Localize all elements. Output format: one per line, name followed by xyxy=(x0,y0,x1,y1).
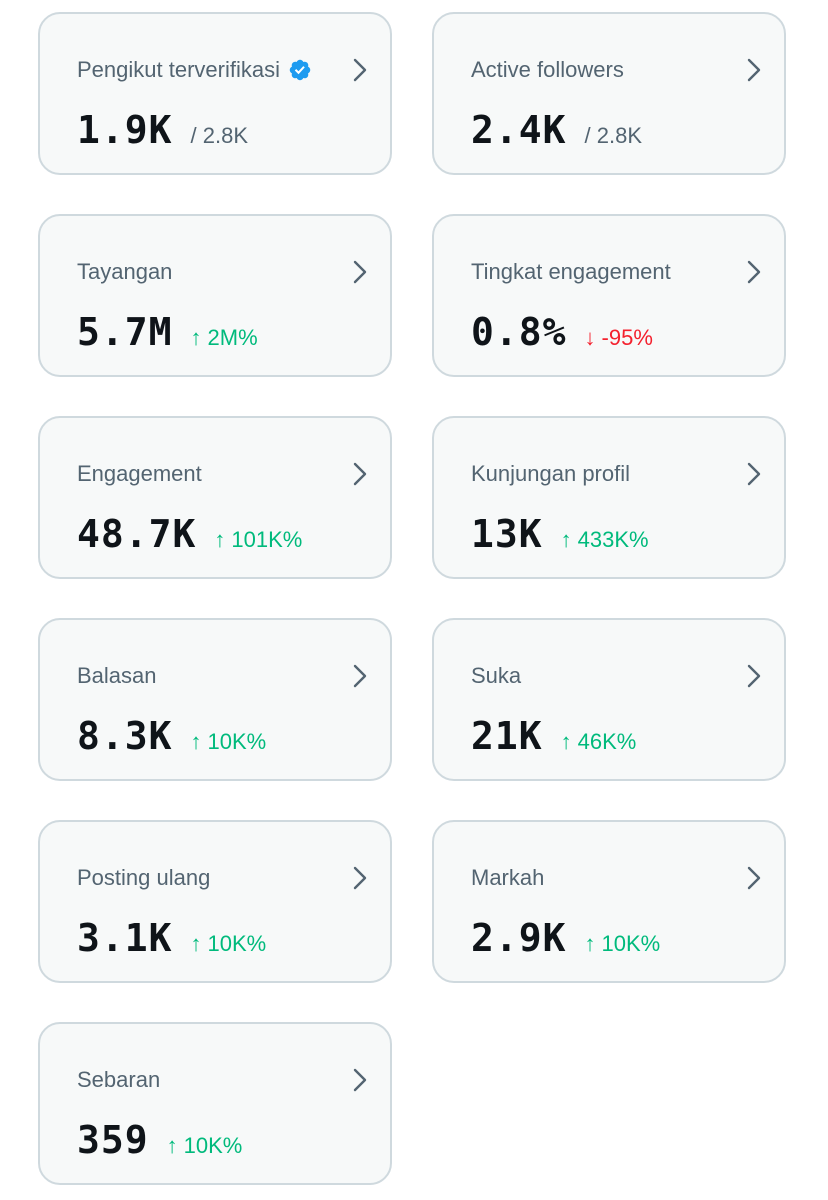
card-label-wrapper: Tayangan xyxy=(77,258,172,286)
chevron-right-icon xyxy=(353,260,367,284)
metric-value: 13K xyxy=(471,512,543,556)
chevron-right-icon xyxy=(353,462,367,486)
card-label: Tayangan xyxy=(77,259,173,284)
chevron-right-icon xyxy=(747,866,761,890)
value-row: 2.9K ↑ 10K% xyxy=(471,916,660,960)
delta-value: 433K% xyxy=(577,527,649,552)
value-row: 359 ↑ 10K% xyxy=(77,1118,242,1162)
card-sebaran[interactable]: Sebaran 359 ↑ 10K% xyxy=(38,1022,392,1185)
arrow-up-icon: ↑ xyxy=(560,729,572,754)
card-label-wrapper: Suka xyxy=(471,662,521,690)
metric-value: 0.8% xyxy=(471,310,567,354)
card-label-wrapper: Markah xyxy=(471,864,544,892)
chevron-right-icon xyxy=(353,866,367,890)
value-row: 13K ↑ 433K% xyxy=(471,512,649,556)
delta-value: 101K% xyxy=(231,527,303,552)
card-tayangan[interactable]: Tayangan 5.7M ↑ 2M% xyxy=(38,214,392,377)
chevron-right-icon xyxy=(747,260,761,284)
chevron-right-icon xyxy=(353,1068,367,1092)
value-row: 0.8% ↓ -95% xyxy=(471,310,653,354)
card-label: Suka xyxy=(471,663,522,688)
metric-value: 359 xyxy=(77,1118,149,1162)
analytics-card-grid: Pengikut terverifikasi 1.9K / 2.8K Activ… xyxy=(38,12,786,1185)
card-markah[interactable]: Markah 2.9K ↑ 10K% xyxy=(432,820,786,983)
metric-value: 5.7M xyxy=(77,310,173,354)
card-label-wrapper: Engagement xyxy=(77,460,202,488)
metric-value: 48.7K xyxy=(77,512,197,556)
delta-value: 10K% xyxy=(207,729,267,754)
delta-value: 10K% xyxy=(207,931,267,956)
value-row: 3.1K ↑ 10K% xyxy=(77,916,266,960)
metric-delta: ↑ 433K% xyxy=(561,527,649,553)
chevron-right-icon xyxy=(353,664,367,688)
chevron-right-icon xyxy=(353,58,367,82)
metric-delta: ↓ -95% xyxy=(585,325,653,351)
delta-value: -95% xyxy=(601,325,653,350)
arrow-up-icon: ↑ xyxy=(166,1133,178,1158)
arrow-up-icon: ↑ xyxy=(190,325,202,350)
metric-value: 2.9K xyxy=(471,916,567,960)
card-label: Markah xyxy=(471,865,545,890)
metric-value: 21K xyxy=(471,714,543,758)
arrow-up-icon: ↑ xyxy=(190,931,202,956)
metric-value: 2.4K xyxy=(471,108,567,152)
card-label: Sebaran xyxy=(77,1067,161,1092)
metric-total: / 2.8K xyxy=(584,123,642,148)
card-label-wrapper: Pengikut terverifikasi xyxy=(77,56,312,84)
card-label: Posting ulang xyxy=(77,865,211,890)
card-label-wrapper: Posting ulang xyxy=(77,864,210,892)
value-row: 1.9K / 2.8K xyxy=(77,108,248,152)
card-label: Engagement xyxy=(77,461,202,486)
chevron-right-icon xyxy=(747,664,761,688)
card-label-wrapper: Active followers xyxy=(471,56,624,84)
metric-delta: ↑ 10K% xyxy=(167,1133,243,1159)
card-label: Balasan xyxy=(77,663,157,688)
metric-value: 3.1K xyxy=(77,916,173,960)
card-label-wrapper: Balasan xyxy=(77,662,157,690)
delta-value: 10K% xyxy=(183,1133,243,1158)
metric-value: 1.9K xyxy=(77,108,173,152)
card-pengikut-terverifikasi[interactable]: Pengikut terverifikasi 1.9K / 2.8K xyxy=(38,12,392,175)
chevron-right-icon xyxy=(747,462,761,486)
metric-delta: ↑ 10K% xyxy=(191,729,267,755)
card-label: Active followers xyxy=(471,57,624,82)
card-engagement[interactable]: Engagement 48.7K ↑ 101K% xyxy=(38,416,392,579)
card-balasan[interactable]: Balasan 8.3K ↑ 10K% xyxy=(38,618,392,781)
card-tingkat-engagement[interactable]: Tingkat engagement 0.8% ↓ -95% xyxy=(432,214,786,377)
chevron-right-icon xyxy=(747,58,761,82)
metric-delta: ↑ 10K% xyxy=(191,931,267,957)
arrow-up-icon: ↑ xyxy=(560,527,572,552)
arrow-up-icon: ↑ xyxy=(214,527,226,552)
card-label-wrapper: Tingkat engagement xyxy=(471,258,671,286)
metric-value: 8.3K xyxy=(77,714,173,758)
card-label-wrapper: Sebaran xyxy=(77,1066,160,1094)
arrow-up-icon: ↑ xyxy=(584,931,596,956)
card-suka[interactable]: Suka 21K ↑ 46K% xyxy=(432,618,786,781)
arrow-up-icon: ↑ xyxy=(190,729,202,754)
value-row: 21K ↑ 46K% xyxy=(471,714,636,758)
arrow-down-icon: ↓ xyxy=(584,325,596,350)
delta-value: 2M% xyxy=(207,325,258,350)
card-label-wrapper: Kunjungan profil xyxy=(471,460,630,488)
metric-delta: ↑ 46K% xyxy=(561,729,637,755)
card-kunjungan-profil[interactable]: Kunjungan profil 13K ↑ 433K% xyxy=(432,416,786,579)
metric-delta: ↑ 2M% xyxy=(191,325,258,351)
metric-delta: ↑ 101K% xyxy=(214,527,302,553)
card-label: Tingkat engagement xyxy=(471,259,671,284)
value-row: 2.4K / 2.8K xyxy=(471,108,642,152)
delta-value: 10K% xyxy=(601,931,661,956)
metric-delta: ↑ 10K% xyxy=(585,931,661,957)
value-row: 5.7M ↑ 2M% xyxy=(77,310,258,354)
delta-value: 46K% xyxy=(577,729,637,754)
card-active-followers[interactable]: Active followers 2.4K / 2.8K xyxy=(432,12,786,175)
card-label: Pengikut terverifikasi xyxy=(77,57,280,82)
value-row: 48.7K ↑ 101K% xyxy=(77,512,302,556)
metric-total: / 2.8K xyxy=(190,123,248,148)
card-posting-ulang[interactable]: Posting ulang 3.1K ↑ 10K% xyxy=(38,820,392,983)
value-row: 8.3K ↑ 10K% xyxy=(77,714,266,758)
card-label: Kunjungan profil xyxy=(471,461,631,486)
verified-badge-icon xyxy=(289,59,311,81)
